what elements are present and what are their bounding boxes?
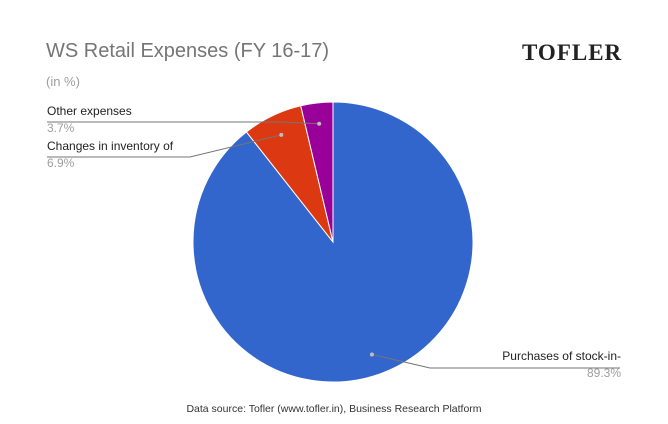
chart-subtitle: (in %) <box>46 74 80 89</box>
slice-label-2: Other expenses <box>47 104 132 118</box>
chart-title: WS Retail Expenses (FY 16-17) <box>46 40 330 62</box>
leader-line-1 <box>47 134 282 158</box>
slice-value-2: 3.7% <box>47 121 75 135</box>
slice-label-0: Purchases of stock-in- <box>502 349 621 363</box>
leader-dot-1 <box>279 132 284 137</box>
slice-value-1: 6.9% <box>47 156 75 170</box>
tofler-logo: TOFLER <box>522 40 623 65</box>
leader-line-2 <box>47 121 320 125</box>
pie-slice-2 <box>300 101 334 243</box>
slice-value-0: 89.3% <box>587 366 621 380</box>
data-source-note: Data source: Tofler (www.tofler.in), Bus… <box>186 403 482 415</box>
leader-line-0 <box>371 353 620 369</box>
slice-label-1: Changes in inventory of <box>47 139 174 153</box>
leader-dot-0 <box>369 352 374 357</box>
leader-dot-2 <box>317 121 322 126</box>
